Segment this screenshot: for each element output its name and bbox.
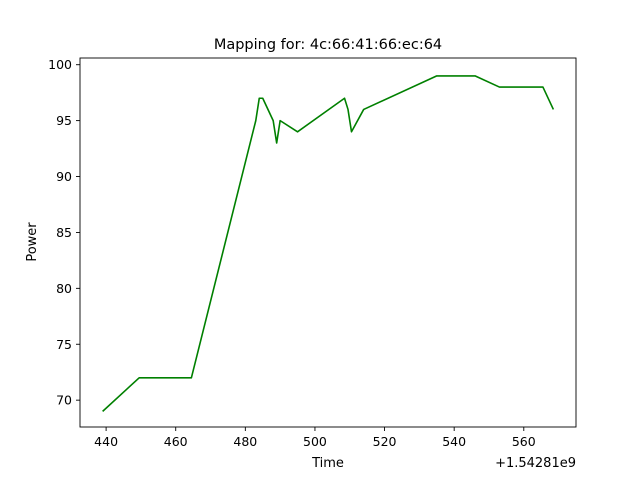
x-tick-label: 500 — [303, 434, 327, 449]
y-tick-label: 100 — [48, 57, 72, 72]
y-tick-label: 75 — [56, 337, 72, 352]
x-axis-offset-label: +1.54281e9 — [495, 456, 576, 471]
x-tick-label: 480 — [233, 434, 257, 449]
x-tick-label: 440 — [94, 434, 118, 449]
x-tick-label: 560 — [512, 434, 536, 449]
x-axis-label: Time — [311, 456, 344, 471]
x-tick-label: 520 — [373, 434, 397, 449]
y-tick-label: 85 — [56, 225, 72, 240]
y-tick-label: 80 — [56, 281, 72, 296]
x-tick-label: 540 — [442, 434, 466, 449]
y-tick-label: 90 — [56, 169, 72, 184]
y-axis-label: Power — [25, 222, 40, 262]
y-tick-label: 70 — [56, 393, 72, 408]
chart-title: Mapping for: 4c:66:41:66:ec:64 — [214, 37, 442, 53]
y-tick-label: 95 — [56, 113, 72, 128]
x-tick-label: 460 — [164, 434, 188, 449]
